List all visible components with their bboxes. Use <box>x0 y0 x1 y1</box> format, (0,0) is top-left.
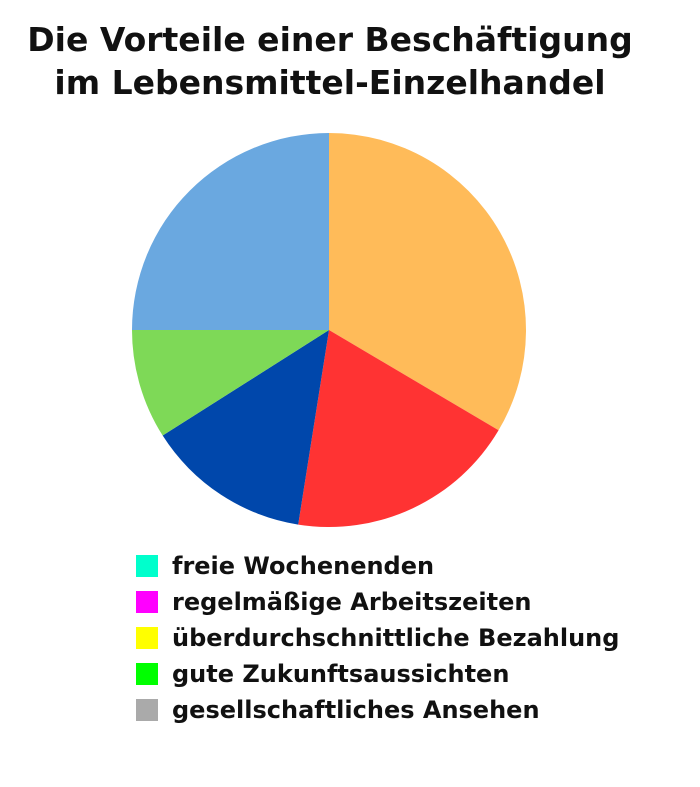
chart-title-line-1: Die Vorteile einer Beschäftigung <box>27 20 633 59</box>
legend-item: regelmäßige Arbeitszeiten <box>136 584 619 620</box>
legend-swatch <box>136 627 158 649</box>
legend-label: freie Wochenenden <box>172 552 435 580</box>
legend-swatch <box>136 699 158 721</box>
legend-item: überdurchschnittliche Bezahlung <box>136 620 619 656</box>
legend-item: gute Zukunftsaussichten <box>136 656 619 692</box>
legend: freie Wochenenden regelmäßige Arbeitszei… <box>136 548 619 728</box>
pie-slice-2 <box>298 330 499 527</box>
legend-label: regelmäßige Arbeitszeiten <box>172 588 532 616</box>
chart-title-line-2: im Lebensmittel-Einzelhandel <box>54 63 606 102</box>
legend-label: gesellschaftliches Ansehen <box>172 696 540 724</box>
legend-swatch <box>136 591 158 613</box>
pie-slice-5 <box>132 133 329 330</box>
pie-slice-3 <box>162 330 329 525</box>
chart-title: Die Vorteile einer Beschäftigung im Lebe… <box>0 18 660 104</box>
pie-slice-4 <box>132 330 329 436</box>
legend-label: gute Zukunftsaussichten <box>172 660 510 688</box>
legend-label: überdurchschnittliche Bezahlung <box>172 624 620 652</box>
legend-swatch <box>136 663 158 685</box>
pie-slice-1 <box>329 133 527 431</box>
legend-swatch <box>136 555 158 577</box>
legend-item: gesellschaftliches Ansehen <box>136 692 619 728</box>
legend-item: freie Wochenenden <box>136 548 619 584</box>
